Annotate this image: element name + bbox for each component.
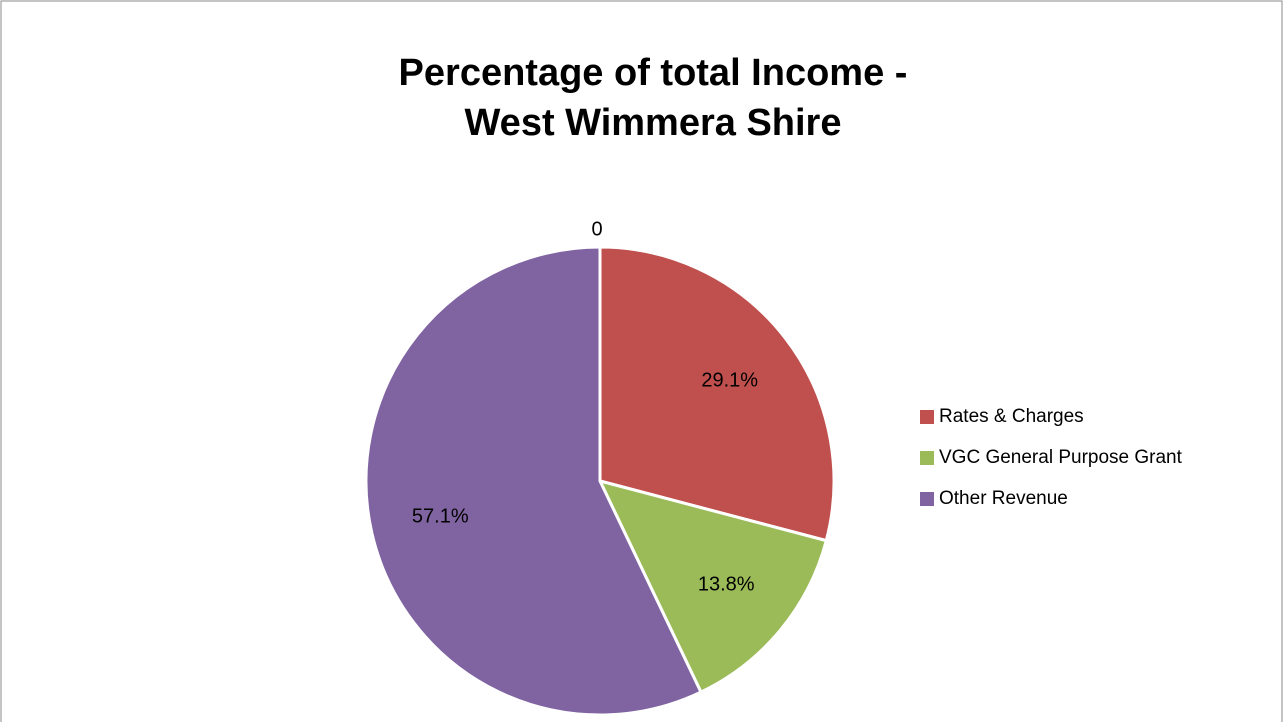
legend-label: VGC General Purpose Grant [939,447,1183,468]
legend-label: Rates & Charges [939,406,1084,427]
chart-title: West Wimmera Shire [465,102,842,144]
legend-swatch [920,451,934,465]
legend-swatch [920,410,934,424]
data-label: 57.1% [412,506,469,528]
legend-label: Other Revenue [939,488,1068,509]
data-label: 13.8% [698,574,755,596]
data-label: 29.1% [701,369,758,391]
annotation: 0 [591,218,602,240]
chart-title: Percentage of total Income - [399,52,908,94]
legend-swatch [920,492,934,506]
pie-slice [364,245,703,717]
pie-slice [597,478,829,695]
pie-slice [598,245,836,543]
